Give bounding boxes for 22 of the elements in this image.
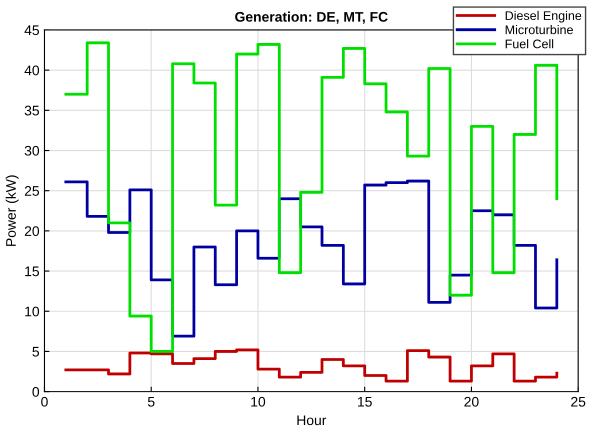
x-tick-label: 5 bbox=[148, 396, 154, 407]
y-tick-label: 25 bbox=[24, 186, 40, 196]
y-tick-label: 40 bbox=[24, 65, 40, 76]
x-tick-label: 0 bbox=[41, 396, 48, 407]
legend-label: Microturbine bbox=[506, 25, 573, 34]
y-tick-label: 45 bbox=[24, 25, 40, 36]
x-tick-label: 15 bbox=[358, 396, 372, 407]
y-axis-title: Power (kW) bbox=[6, 175, 19, 246]
chart-title: Generation: DE, MT, FC bbox=[235, 12, 388, 24]
x-tick-label: 25 bbox=[571, 396, 586, 407]
y-tick-label: 15 bbox=[25, 266, 40, 276]
y-tick-label: 10 bbox=[25, 306, 40, 316]
x-axis-title: Hour bbox=[297, 415, 326, 426]
legend-label: Diesel Engine bbox=[506, 10, 582, 23]
x-tick-label: 10 bbox=[251, 396, 266, 407]
y-tick-label: 20 bbox=[24, 226, 40, 236]
y-tick-label: 5 bbox=[32, 346, 40, 357]
y-tick-label: 35 bbox=[24, 106, 40, 116]
legend-label: Fuel Cell bbox=[506, 39, 554, 48]
x-tick-label: 20 bbox=[464, 396, 479, 407]
y-tick-label: 0 bbox=[32, 386, 40, 397]
y-tick-label: 30 bbox=[24, 146, 40, 156]
